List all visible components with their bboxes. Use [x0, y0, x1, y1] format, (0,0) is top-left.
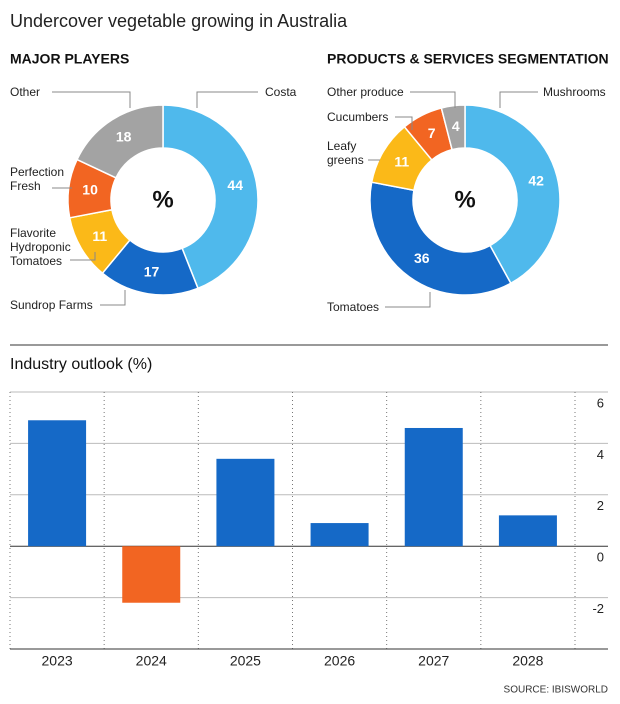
chart-title: Industry outlook (%): [10, 356, 152, 373]
y-tick-label: 6: [597, 395, 604, 410]
legend-label: Leafy greens: [327, 139, 364, 167]
bar: [310, 523, 369, 547]
legend-label: Cucumbers: [327, 110, 389, 124]
data-label: 11: [92, 228, 107, 244]
data-label: 4: [452, 118, 460, 134]
bar: [404, 427, 463, 547]
x-tick-label: 2027: [418, 653, 449, 669]
y-tick-label: 2: [597, 498, 604, 513]
legend-label: Perfection Fresh: [10, 165, 65, 193]
donut-slice: [464, 104, 561, 285]
y-tick-label: -2: [592, 601, 604, 616]
chart-title: MAJOR PLAYERS: [10, 51, 129, 67]
bar: [216, 458, 275, 547]
donut-slice: [162, 104, 259, 290]
leader-line: [100, 290, 126, 306]
leader-line: [196, 91, 258, 108]
source: SOURCE: IBISWORLD: [504, 685, 608, 696]
data-label: 7: [428, 125, 436, 141]
leader-line: [395, 116, 413, 130]
data-label: 11: [394, 153, 409, 169]
leader-line: [410, 91, 456, 108]
legend-label: Costa: [265, 85, 297, 99]
data-label: 10: [82, 181, 98, 197]
center-label: %: [152, 186, 173, 213]
legend-label: Tomatoes: [327, 300, 380, 314]
bar: [498, 515, 557, 547]
x-tick-label: 2023: [42, 653, 73, 669]
center-label: %: [454, 186, 475, 213]
y-tick-label: 0: [597, 550, 604, 565]
data-label: 42: [528, 172, 544, 188]
legend-label: Other: [10, 85, 41, 99]
legend-label: Other produce: [327, 85, 404, 99]
x-tick-label: 2025: [230, 653, 261, 669]
data-label: 36: [414, 250, 430, 266]
chart-title: PRODUCTS & SERVICES SEGMENTATION: [327, 51, 609, 67]
page-title: Undercover vegetable growing in Australi…: [10, 11, 348, 31]
x-tick-label: 2026: [324, 653, 355, 669]
data-label: 17: [144, 263, 160, 279]
bar: [28, 420, 87, 547]
leader-line: [499, 91, 538, 108]
bar: [122, 546, 181, 603]
legend-label: Flavorite Hydroponic Tomatoes: [10, 226, 71, 268]
donut-slice: [76, 104, 164, 179]
legend-label: Mushrooms: [543, 85, 606, 99]
donut-slice: [440, 104, 466, 151]
data-label: 18: [116, 129, 132, 145]
x-tick-label: 2024: [136, 653, 167, 669]
leader-line: [385, 292, 431, 308]
leader-line: [70, 252, 96, 261]
x-tick-label: 2028: [512, 653, 543, 669]
donut-slice: [369, 181, 512, 296]
data-label: 44: [227, 177, 243, 193]
y-tick-label: 4: [597, 447, 604, 462]
legend-label: Sundrop Farms: [10, 298, 93, 312]
leader-line: [52, 91, 131, 108]
